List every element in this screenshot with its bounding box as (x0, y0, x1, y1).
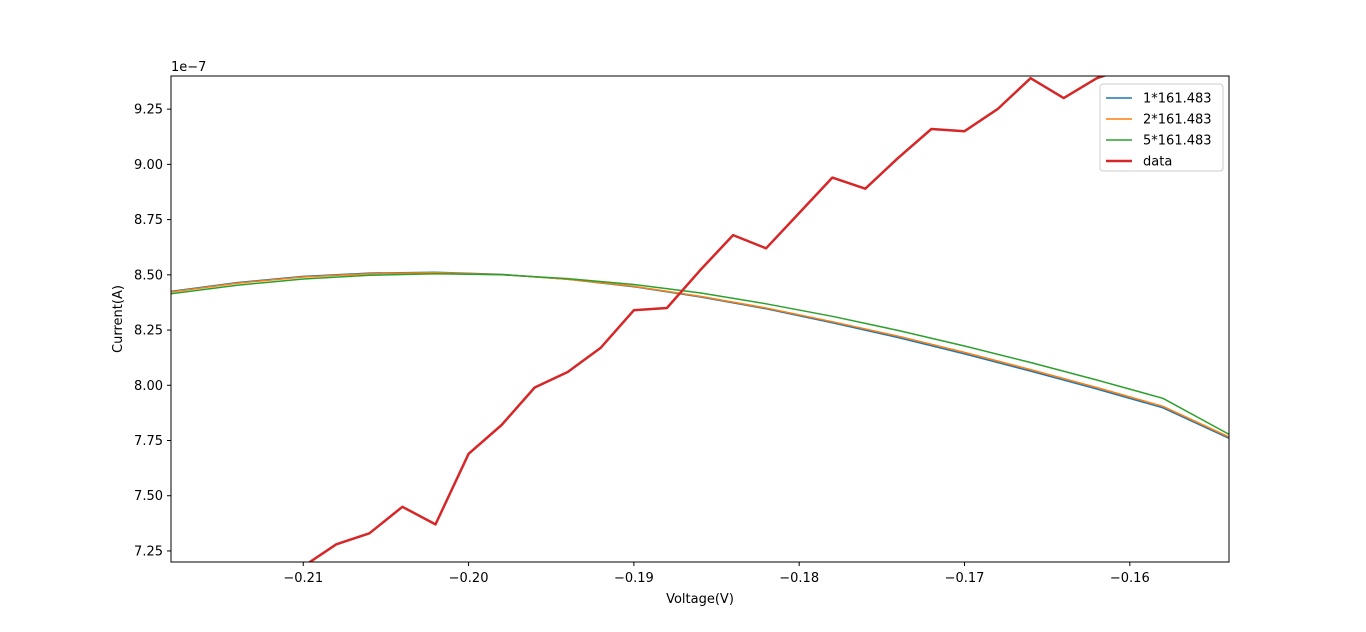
legend-label: 1*161.483 (1143, 92, 1212, 107)
x-tick-label: −0.16 (1110, 571, 1150, 586)
series-line-2 (171, 272, 1229, 436)
x-tick-label: −0.17 (945, 571, 985, 586)
y-tick-label: 7.75 (134, 434, 163, 449)
y-tick-label: 7.25 (134, 544, 163, 559)
y-tick-label: 8.75 (134, 213, 163, 228)
legend-box (1099, 83, 1224, 172)
y-tick-label: 8.25 (134, 324, 163, 339)
y-tick-label: 9.00 (134, 158, 163, 173)
legend-label: data (1143, 155, 1172, 170)
y-tick-label: 8.00 (134, 379, 163, 394)
legend: 1*161.483 2*161.483 5*161.483 data (1099, 83, 1224, 172)
series-line-3 (307, 76, 1108, 562)
x-tick-label: −0.19 (614, 571, 654, 586)
x-tick-label: −0.18 (779, 571, 819, 586)
series-line-1 (171, 271, 1229, 438)
x-tick-label: −0.21 (283, 571, 323, 586)
y-offset-label: 1e−7 (171, 60, 206, 75)
x-tick-label: −0.20 (449, 571, 489, 586)
y-tick-label: 8.50 (134, 268, 163, 283)
y-tick-label: 7.50 (134, 489, 163, 504)
legend-label: 2*161.483 (1143, 113, 1212, 128)
x-axis-label: Voltage(V) (666, 592, 734, 607)
y-tick-label: 9.25 (134, 103, 163, 118)
plot-frame (170, 75, 1230, 563)
x-axis-ticks: −0.21 −0.20 −0.19 −0.18 −0.17 −0.16 (283, 562, 1150, 586)
y-axis-ticks: 7.25 7.50 7.75 8.00 8.25 8.50 8.75 9.00 9.25 (134, 103, 171, 559)
series-layer (171, 76, 1229, 562)
y-axis-label: Current(A) (111, 285, 126, 353)
legend-label: 5*161.483 (1143, 134, 1212, 149)
